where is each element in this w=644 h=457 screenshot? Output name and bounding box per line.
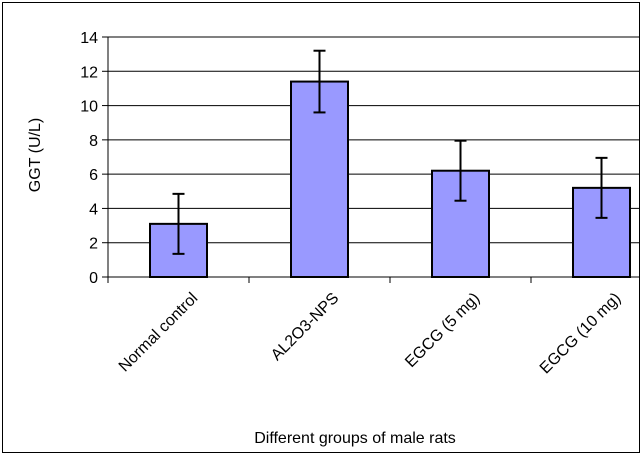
x-axis-title: Different groups of male rats xyxy=(254,430,456,447)
y-tick-label: 14 xyxy=(80,30,98,47)
y-tick-label: 12 xyxy=(80,64,98,81)
x-tick-label: AL2O3-NPS xyxy=(268,290,342,364)
y-axis-title: GGT (U/L) xyxy=(27,118,44,192)
tick-labels: 0 2 4 6 8 10 12 14 Normal control AL2O3-NPS EGCG (… xyxy=(80,30,624,377)
y-tick-label: 8 xyxy=(89,133,98,150)
gridlines xyxy=(108,36,640,244)
axes xyxy=(102,36,640,283)
y-tick-label: 0 xyxy=(89,270,98,287)
x-tick-label: Normal control xyxy=(116,290,202,376)
y-tick-label: 2 xyxy=(89,236,98,253)
y-tick-label: 10 xyxy=(80,99,98,116)
y-tick-label: 6 xyxy=(89,167,98,184)
x-tick-label: EGCG (10 mg) xyxy=(537,290,624,377)
y-tick-label: 4 xyxy=(89,201,98,218)
x-tick-label: EGCG (5 mg) xyxy=(402,290,483,371)
